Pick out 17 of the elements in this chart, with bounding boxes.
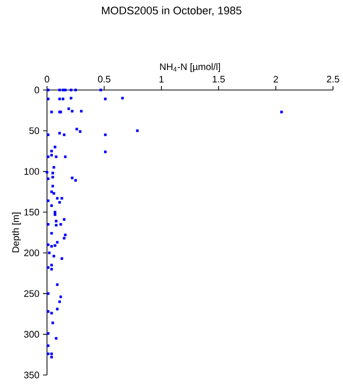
x-tick-label: 2.5: [326, 76, 340, 82]
y-axis-title: Depth [m]: [12, 212, 21, 252]
x-tick-label: 0.5: [98, 76, 110, 82]
x-tick-label: 1.5: [212, 76, 225, 82]
chart-title: MODS2005 in October, 1985: [102, 6, 242, 16]
y-tick-label: 200: [24, 250, 40, 256]
y-tick-label: 50: [29, 127, 40, 134]
y-tick-label: 350: [24, 372, 40, 378]
x-axis-title: NH$_{4}$-N [µmol/l]: [160, 63, 220, 72]
x-tick-label: 2: [274, 76, 278, 82]
x-tick-label: 1: [159, 76, 164, 82]
y-tick-label: 250: [24, 290, 40, 297]
x-tick-label: 0: [44, 76, 50, 82]
y-tick-label: 150: [24, 208, 40, 216]
y-tick-label: 0: [34, 86, 40, 94]
y-tick-label: 100: [24, 168, 40, 175]
y-tick-label: 300: [24, 330, 40, 338]
